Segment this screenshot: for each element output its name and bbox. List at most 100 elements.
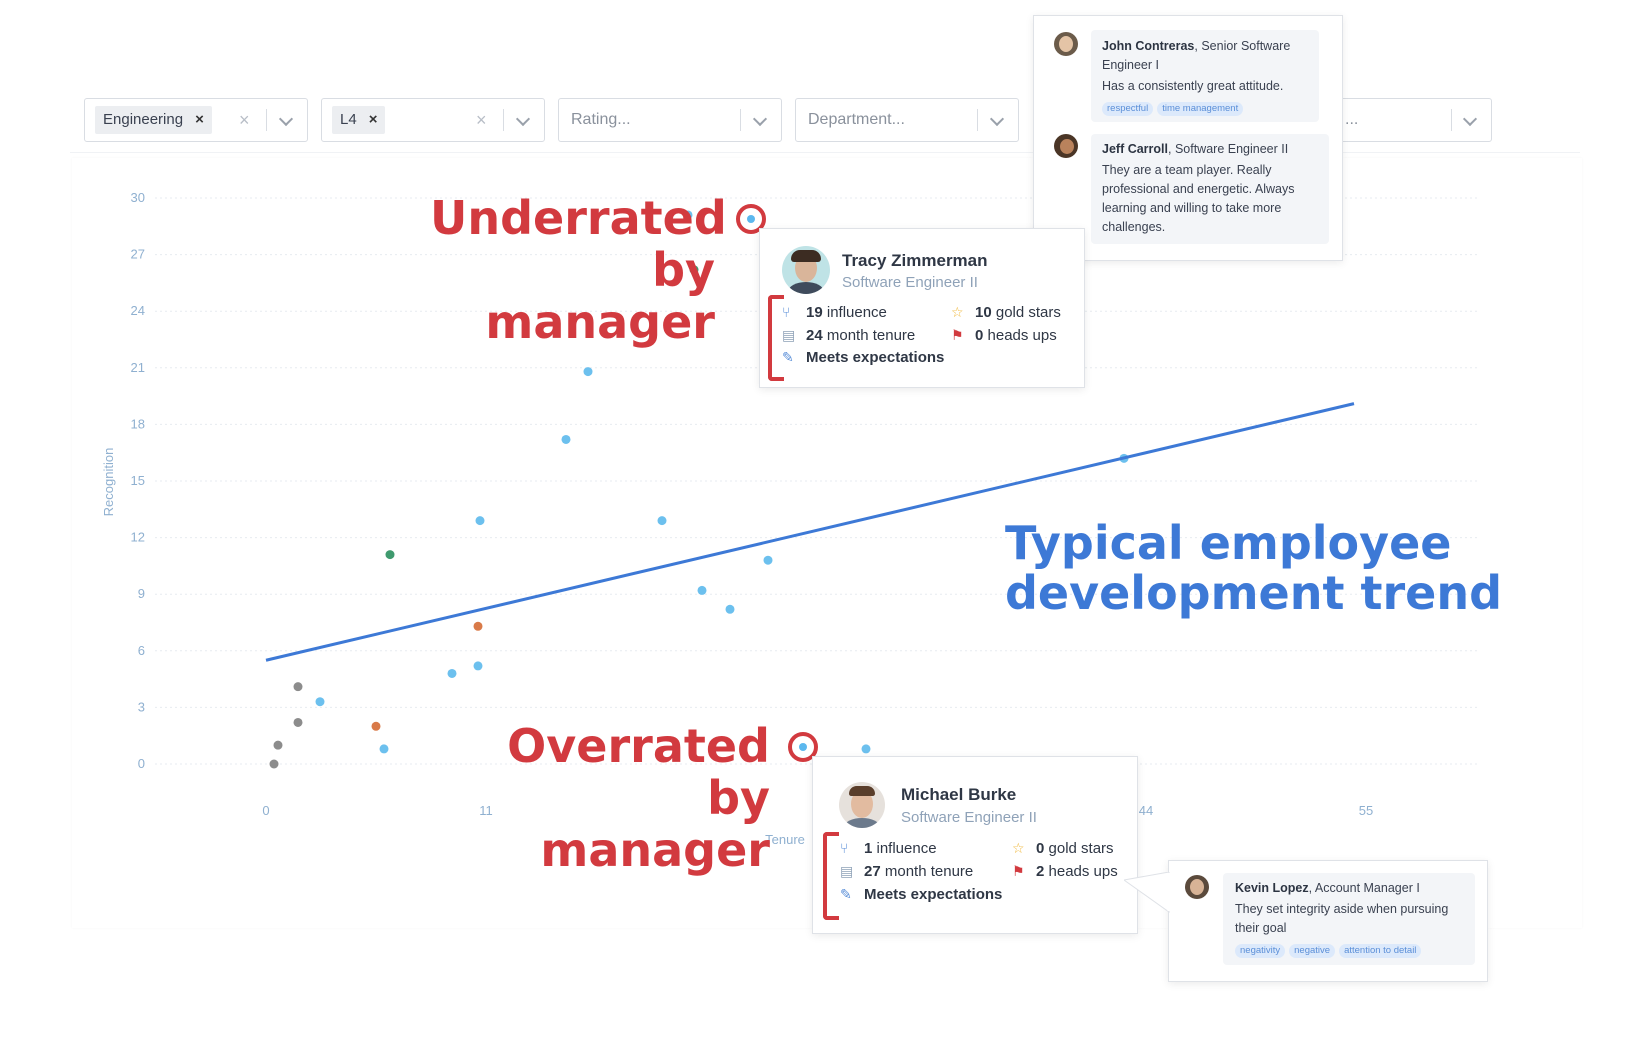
trend-line1: Typical employee [1005, 516, 1452, 570]
level-filter[interactable]: L4 × × [321, 98, 545, 142]
overrated-annotation: Overrated by manager [490, 720, 770, 876]
highlight-bracket [768, 295, 784, 381]
rating-filter[interactable]: Rating... [558, 98, 782, 142]
data-point [447, 668, 457, 678]
underrated-line1: Underrated [430, 191, 727, 245]
heads-ups-stat: ⚑ 2 heads ups [1012, 863, 1118, 880]
separator [977, 109, 978, 131]
avatar [1054, 32, 1078, 56]
separator [740, 109, 741, 131]
edit-icon: ✎ [840, 886, 852, 902]
rating-placeholder: Rating... [571, 111, 631, 128]
feedback-tag: time management [1157, 102, 1244, 116]
extra-placeholder: ... [1345, 111, 1359, 128]
feedback-text: They are a team player. Really professio… [1102, 163, 1295, 234]
y-tick-label: 18 [131, 416, 145, 431]
flag-icon: ⚑ [951, 327, 964, 343]
department-filter[interactable]: Department... [795, 98, 1019, 142]
trend-annotation: Typical employee development trend [1005, 518, 1502, 618]
data-point [379, 744, 389, 754]
feedback-popup-bottom: Kevin Lopez, Account Manager I They set … [1168, 860, 1488, 982]
y-tick-label: 15 [131, 473, 145, 488]
chip-remove-icon[interactable]: × [368, 111, 378, 128]
data-point [473, 661, 483, 671]
highlight-dot [799, 743, 807, 751]
feedback-author-title: , Account Manager I [1308, 881, 1420, 895]
feedback-text: Has a consistently great attitude. [1102, 79, 1284, 93]
data-point [689, 265, 699, 275]
feedback-item: John Contreras, Senior Software Engineer… [1091, 30, 1319, 122]
data-point [657, 516, 667, 526]
employee-role: Software Engineer II [842, 274, 978, 291]
separator [503, 109, 504, 131]
feedback-item: Jeff Carroll, Software Engineer II They … [1091, 134, 1329, 244]
tenure-stat: ▤ 24 month tenure [782, 327, 916, 344]
rating-stat: ✎ Meets expectations [840, 886, 1003, 903]
data-point [583, 367, 593, 377]
data-point [371, 721, 381, 731]
overrated-point-highlight[interactable] [788, 732, 818, 762]
x-tick-label: 0 [262, 803, 269, 818]
overrated-line2: by manager [540, 771, 770, 877]
avatar [782, 246, 830, 294]
calendar-icon: ▤ [782, 327, 796, 343]
employee-name: Tracy Zimmerman [842, 251, 988, 270]
y-tick-label: 0 [138, 756, 145, 771]
chip-label: L4 [340, 111, 357, 128]
heads-ups-stat: ⚑ 0 heads ups [951, 327, 1057, 344]
feedback-tag: respectful [1102, 102, 1154, 116]
separator [1451, 109, 1452, 131]
star-icon: ☆ [1012, 840, 1025, 856]
separator [266, 109, 267, 131]
feedback-item: Kevin Lopez, Account Manager I They set … [1223, 873, 1475, 965]
underrated-annotation: Underrated by manager [430, 191, 727, 349]
feedback-tag: negative [1289, 944, 1336, 958]
employee-role: Software Engineer II [901, 809, 1037, 826]
share-icon: ⑂ [840, 840, 849, 856]
engineering-chip: Engineering × [95, 106, 212, 134]
data-point [473, 621, 483, 631]
star-icon: ☆ [951, 304, 964, 320]
feedback-tag: negativity [1235, 944, 1286, 958]
employee-card-tracy: Tracy Zimmerman Software Engineer II ⑂ 19… [759, 228, 1085, 388]
data-point [561, 434, 571, 444]
trend-line2: development trend [1005, 566, 1503, 620]
clear-icon[interactable]: × [476, 110, 487, 130]
y-tick-label: 12 [131, 530, 145, 545]
y-axis-label: Recognition [101, 448, 116, 517]
data-point [763, 555, 773, 565]
team-filter[interactable]: Engineering × × [84, 98, 308, 142]
underrated-line2: by manager [485, 243, 715, 349]
underrated-point-highlight[interactable] [736, 204, 766, 234]
data-point [861, 744, 871, 754]
feedback-text: They set integrity aside when pursuing t… [1235, 902, 1449, 935]
l4-chip: L4 × [332, 106, 386, 134]
data-point [293, 682, 303, 692]
data-point [725, 604, 735, 614]
data-point [273, 740, 283, 750]
y-tick-label: 9 [138, 586, 145, 601]
data-point [697, 585, 707, 595]
data-point [683, 210, 693, 220]
feedback-author-title: , Senior Software Engineer I [1102, 39, 1291, 72]
edit-icon: ✎ [782, 349, 794, 365]
trend-line [265, 402, 1355, 662]
influence-stat: ⑂ 19 influence [782, 304, 887, 321]
department-placeholder: Department... [808, 111, 905, 128]
employee-name: Michael Burke [901, 785, 1017, 804]
x-tick-label: 11 [479, 803, 493, 818]
chip-remove-icon[interactable]: × [195, 111, 204, 128]
overrated-line1: Overrated [507, 719, 770, 773]
y-tick-label: 30 [131, 190, 145, 205]
feedback-popup-top: John Contreras, Senior Software Engineer… [1033, 15, 1343, 261]
clear-icon[interactable]: × [239, 110, 250, 130]
extra-filter[interactable]: ... [1340, 98, 1492, 142]
calendar-icon: ▤ [840, 863, 854, 879]
avatar [1185, 875, 1209, 899]
gold-stars-stat: ☆ 0 gold stars [1012, 840, 1114, 857]
flag-icon: ⚑ [1012, 863, 1025, 879]
feedback-tag: attention to detail [1339, 944, 1422, 958]
data-point [315, 697, 325, 707]
feedback-author: Jeff Carroll [1102, 142, 1168, 156]
data-point [385, 550, 395, 560]
